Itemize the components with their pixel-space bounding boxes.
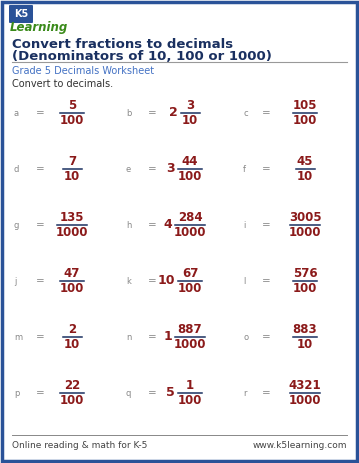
Text: f: f [243, 164, 246, 174]
Text: =: = [36, 276, 45, 286]
Text: 100: 100 [178, 282, 202, 295]
Text: =: = [262, 108, 271, 118]
Text: =: = [262, 220, 271, 230]
Text: 3005: 3005 [289, 211, 321, 224]
Text: =: = [36, 164, 45, 174]
Text: 1000: 1000 [174, 338, 206, 351]
Text: 100: 100 [293, 114, 317, 127]
Text: 10: 10 [297, 170, 313, 183]
Text: Learning: Learning [10, 21, 68, 35]
Text: o: o [243, 332, 248, 342]
Text: =: = [36, 220, 45, 230]
Text: r: r [243, 388, 247, 398]
Text: 100: 100 [178, 170, 202, 183]
Text: 1000: 1000 [289, 226, 321, 239]
Text: 44: 44 [182, 155, 198, 168]
Text: k: k [126, 276, 131, 286]
Text: 10: 10 [182, 114, 198, 127]
Text: 10: 10 [297, 338, 313, 351]
Text: =: = [36, 332, 45, 342]
Text: =: = [148, 220, 157, 230]
Text: 3: 3 [186, 99, 194, 112]
Text: p: p [14, 388, 19, 398]
Text: 10: 10 [157, 275, 175, 288]
FancyBboxPatch shape [9, 5, 33, 23]
Text: =: = [148, 164, 157, 174]
Text: =: = [36, 388, 45, 398]
Text: 2: 2 [169, 106, 177, 119]
Text: 47: 47 [64, 267, 80, 280]
Text: 10: 10 [64, 338, 80, 351]
Text: 887: 887 [178, 323, 202, 336]
Text: q: q [126, 388, 131, 398]
Text: 7: 7 [68, 155, 76, 168]
Text: 1: 1 [163, 331, 172, 344]
Text: =: = [148, 332, 157, 342]
Text: Online reading & math for K-5: Online reading & math for K-5 [12, 442, 148, 450]
Text: 100: 100 [293, 282, 317, 295]
Text: 100: 100 [178, 394, 202, 407]
Text: (Denominators of 10, 100 or 1000): (Denominators of 10, 100 or 1000) [12, 50, 272, 63]
Text: 4321: 4321 [289, 379, 321, 392]
Text: 135: 135 [60, 211, 84, 224]
Text: 1000: 1000 [289, 394, 321, 407]
Text: Grade 5 Decimals Worksheet: Grade 5 Decimals Worksheet [12, 66, 154, 76]
Text: a: a [14, 108, 19, 118]
Text: n: n [126, 332, 131, 342]
Text: K5: K5 [14, 9, 28, 19]
Text: 67: 67 [182, 267, 198, 280]
Text: 4: 4 [163, 219, 172, 232]
Text: Convert to decimals.: Convert to decimals. [12, 79, 113, 89]
Text: 105: 105 [293, 99, 317, 112]
Text: =: = [262, 164, 271, 174]
Text: 5: 5 [166, 387, 175, 400]
Text: 10: 10 [64, 170, 80, 183]
Text: 2: 2 [68, 323, 76, 336]
Text: 1000: 1000 [174, 226, 206, 239]
Text: www.k5learning.com: www.k5learning.com [252, 442, 347, 450]
Text: 3: 3 [166, 163, 175, 175]
Text: d: d [14, 164, 19, 174]
Text: b: b [126, 108, 131, 118]
Text: 1: 1 [186, 379, 194, 392]
Text: l: l [243, 276, 245, 286]
Text: =: = [36, 108, 45, 118]
Text: =: = [262, 276, 271, 286]
Text: 45: 45 [297, 155, 313, 168]
Text: j: j [14, 276, 17, 286]
Text: 100: 100 [60, 114, 84, 127]
Text: 5: 5 [68, 99, 76, 112]
Text: 284: 284 [178, 211, 202, 224]
Text: =: = [148, 388, 157, 398]
Text: Convert fractions to decimals: Convert fractions to decimals [12, 38, 233, 50]
Text: h: h [126, 220, 131, 230]
Text: e: e [126, 164, 131, 174]
Text: 1000: 1000 [56, 226, 88, 239]
Text: m: m [14, 332, 22, 342]
Text: 576: 576 [293, 267, 317, 280]
Text: 100: 100 [60, 394, 84, 407]
Text: 883: 883 [293, 323, 317, 336]
Text: 22: 22 [64, 379, 80, 392]
Text: =: = [148, 276, 157, 286]
Text: c: c [243, 108, 248, 118]
Text: 100: 100 [60, 282, 84, 295]
Text: =: = [262, 332, 271, 342]
Text: =: = [148, 108, 157, 118]
Text: =: = [262, 388, 271, 398]
Text: g: g [14, 220, 19, 230]
Text: i: i [243, 220, 245, 230]
